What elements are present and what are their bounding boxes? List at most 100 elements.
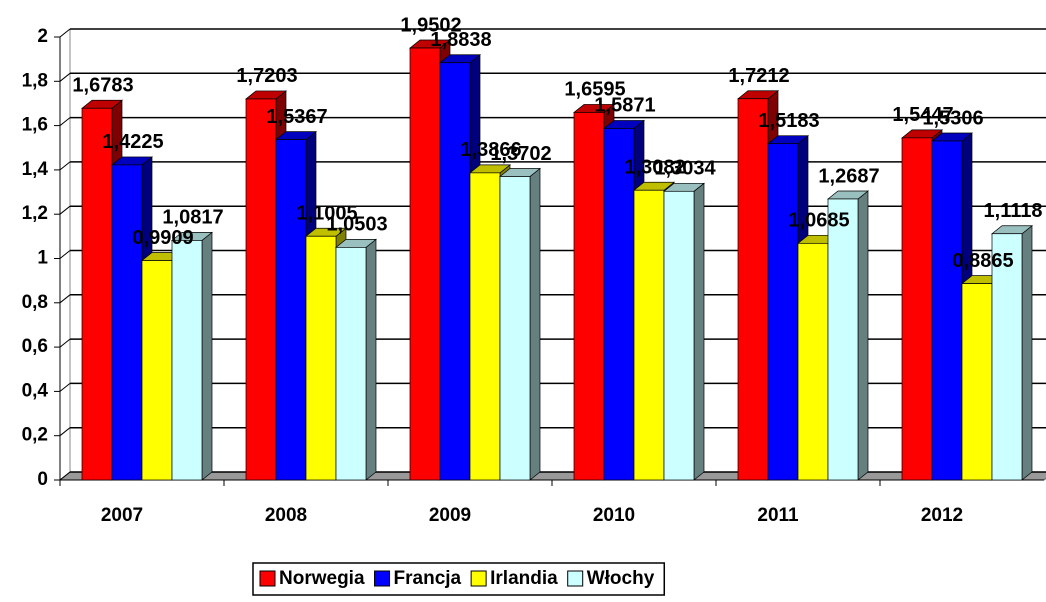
bar xyxy=(573,112,605,481)
y-tick-label: 1,4 xyxy=(22,159,49,180)
data-label: 1,5447 xyxy=(892,104,953,126)
y-tick-label: 1,2 xyxy=(22,203,48,224)
bar xyxy=(991,233,1023,481)
legend-swatch xyxy=(567,570,584,587)
data-label: 1,6783 xyxy=(72,75,133,97)
data-label: 1,5306 xyxy=(922,107,983,129)
bar xyxy=(305,235,337,481)
legend-label: Irlandia xyxy=(490,568,558,589)
grid-diagonal xyxy=(59,294,71,304)
bar xyxy=(737,98,769,481)
data-label: 1,3082 xyxy=(624,157,685,179)
grid-diagonal xyxy=(59,250,71,259)
data-label: 1,3702 xyxy=(490,143,551,165)
data-label: 1,2687 xyxy=(818,165,879,187)
bar-group xyxy=(827,190,869,481)
data-label: 1,7212 xyxy=(728,65,789,87)
bar xyxy=(633,189,665,481)
y-tick-label: 0,2 xyxy=(22,425,48,446)
grid-diagonal xyxy=(59,72,71,82)
y-tick-label: 0,8 xyxy=(22,292,48,313)
data-label: 0,9909 xyxy=(132,227,193,249)
bar xyxy=(827,198,859,481)
data-label: 1,5367 xyxy=(266,106,327,128)
data-label: 1,5871 xyxy=(594,95,655,117)
y-tick-label: 2 xyxy=(37,26,48,47)
x-tick-label: 2010 xyxy=(593,505,635,526)
bar xyxy=(797,242,829,481)
y-tick-label: 0 xyxy=(37,469,48,490)
x-tick-label: 2012 xyxy=(921,505,963,526)
bar-side xyxy=(693,182,705,481)
grid-diagonal xyxy=(59,338,71,348)
bar-group xyxy=(499,167,541,481)
bar xyxy=(245,98,277,481)
legend: Norwegia Francja Irlandia Włochy xyxy=(252,562,666,596)
y-tick-label: 1,6 xyxy=(22,115,48,136)
bar xyxy=(499,176,531,481)
legend-label: Włochy xyxy=(587,568,655,589)
data-label: 1,7203 xyxy=(236,65,297,87)
y-tick-label: 1,8 xyxy=(22,70,48,91)
bar xyxy=(931,140,963,481)
legend-swatch xyxy=(470,570,487,587)
bar xyxy=(767,143,799,481)
data-label: 1,9502 xyxy=(400,14,461,36)
bar xyxy=(111,164,143,481)
x-tick-label: 2008 xyxy=(265,505,307,526)
bar-side xyxy=(529,167,541,481)
bar-side xyxy=(201,231,213,481)
data-label: 0,8865 xyxy=(952,250,1013,272)
bar xyxy=(409,47,441,481)
data-label: 1,3034 xyxy=(654,158,716,180)
y-tick-label: 0,4 xyxy=(22,380,49,401)
data-label: 1,3866 xyxy=(460,139,521,161)
grid-diagonal xyxy=(59,205,71,215)
bar xyxy=(439,62,471,481)
x-tick-label: 2009 xyxy=(429,505,471,526)
data-label: 1,8838 xyxy=(430,29,491,51)
bar xyxy=(275,139,307,481)
bar-group xyxy=(991,225,1033,481)
x-tick-label: 2011 xyxy=(757,505,799,526)
bar xyxy=(603,128,635,481)
data-label: 1,0817 xyxy=(162,207,223,229)
bar-group xyxy=(901,129,943,481)
data-label: 1,1118 xyxy=(984,200,1043,222)
bar xyxy=(81,107,113,481)
bar xyxy=(469,172,501,481)
grid-diagonal xyxy=(59,383,71,392)
data-label: 1,6595 xyxy=(564,79,625,101)
bar xyxy=(141,260,173,481)
legend-label: Norwegia xyxy=(279,568,365,589)
bar xyxy=(961,283,993,481)
data-label: 1,4225 xyxy=(102,131,163,153)
bar-side xyxy=(1021,225,1033,481)
bar xyxy=(335,247,367,481)
bar-group xyxy=(171,231,213,481)
legend-swatch xyxy=(259,570,276,587)
grid-diagonal xyxy=(59,427,71,437)
data-label: 1,0685 xyxy=(788,210,849,232)
legend-swatch xyxy=(374,570,391,587)
y-tick-label: 1 xyxy=(37,248,48,269)
grid-diagonal xyxy=(59,117,71,126)
legend-box xyxy=(252,562,666,596)
bar xyxy=(663,190,695,481)
grid-diagonal xyxy=(59,161,71,171)
bar-group xyxy=(335,238,377,481)
legend-label: Francja xyxy=(394,568,462,589)
bar-side xyxy=(857,190,869,481)
y-tick-label: 0,6 xyxy=(22,336,48,357)
data-label: 1,5183 xyxy=(758,110,819,132)
data-label: 1,1005 xyxy=(296,203,357,225)
bar xyxy=(171,240,203,481)
grid-diagonal xyxy=(59,28,71,38)
grid-diagonal xyxy=(59,471,71,481)
x-tick-label: 2007 xyxy=(101,505,143,526)
bar-side xyxy=(365,238,377,481)
data-label: 1,0503 xyxy=(326,214,387,236)
bar xyxy=(901,137,933,481)
bar-group xyxy=(663,182,705,481)
